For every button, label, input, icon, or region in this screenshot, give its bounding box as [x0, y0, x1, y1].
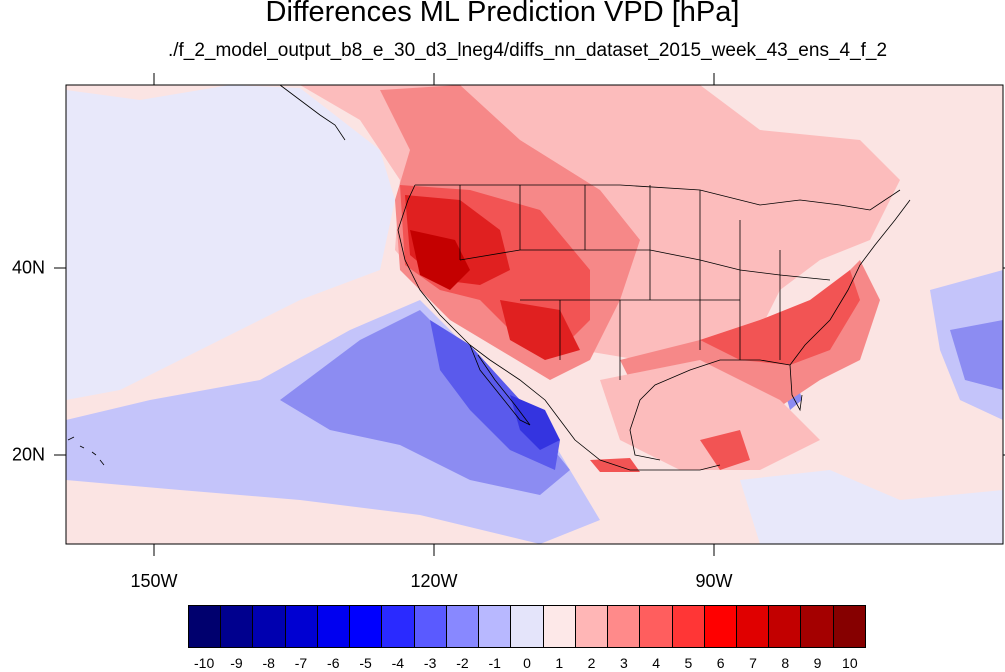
colorbar-tick-label: -6 — [327, 655, 340, 671]
california-darkest-positive — [410, 230, 470, 290]
colorbar-tick-label: 6 — [716, 655, 725, 671]
colorbar-tick-label: 2 — [587, 655, 596, 671]
colorbar-tick-label: 1 — [555, 655, 564, 671]
colorbar-cell — [479, 606, 512, 647]
colorbar-tick-label: 0 — [523, 655, 531, 671]
colorbar-tick-label: 10 — [842, 655, 858, 671]
colorbar-cell — [769, 606, 802, 647]
plot-frame — [65, 84, 1004, 545]
us-east-coast — [789, 199, 911, 412]
colorbar-cell — [382, 606, 415, 647]
colorbar-cell — [511, 606, 544, 647]
gulf-coast — [629, 359, 791, 461]
colorbar-cell — [640, 606, 673, 647]
lon-label-90w: 90W — [695, 571, 733, 591]
colorbar-tick-label: -7 — [294, 655, 308, 671]
colorbar-tick-label: -5 — [359, 655, 372, 671]
colorbar-tick-label: -3 — [423, 655, 437, 671]
east-weak-negative — [740, 470, 1003, 544]
colorbar-cell — [704, 606, 737, 647]
colorbar-cell — [350, 606, 383, 647]
lat-label-20n: 20N — [12, 444, 46, 465]
map-title: Differences ML Prediction VPD [hPa] — [265, 0, 740, 28]
colorbar-cell — [833, 606, 865, 647]
lon-label-120w: 120W — [410, 571, 458, 591]
baja-deep-negative — [510, 395, 560, 450]
colorbar-tick-label: -10 — [194, 655, 215, 671]
colorbar-cell — [221, 606, 254, 647]
hawaii-islands — [67, 436, 105, 466]
colorbar-cell — [736, 606, 770, 647]
map-subtitle: ./f_2_model_output_b8_e_30_d3_lneg4/diff… — [167, 40, 888, 61]
colorbar-cell — [317, 606, 351, 647]
colorbar-tick-label: 7 — [749, 655, 757, 671]
atlantic-mid-negative — [950, 320, 1003, 390]
colorbar-cell — [189, 606, 222, 647]
colorbar-tick-label: -4 — [391, 655, 405, 671]
colorbar-cell — [285, 606, 318, 647]
colorbar-tick-label: -1 — [488, 655, 501, 671]
lat-label-40n: 40N — [12, 257, 46, 278]
colorbar-tick-label: 3 — [619, 655, 628, 671]
colorbar-cell — [801, 606, 834, 647]
colorbar-cell — [608, 606, 641, 647]
boundaries — [67, 84, 911, 471]
colorbar-tick-label: 5 — [684, 655, 693, 671]
colorbar-tick-label: -9 — [230, 655, 243, 671]
colorbar — [188, 605, 866, 648]
baja-peninsula — [469, 344, 531, 426]
colorbar-tick-label: 9 — [813, 655, 822, 671]
pacific-weak-negative — [66, 85, 395, 400]
colorbar-cell — [575, 606, 609, 647]
map-field — [66, 85, 1003, 544]
alaska-coast — [279, 84, 346, 141]
colorbar-cell — [672, 606, 705, 647]
colorbar-cell — [253, 606, 286, 647]
colorbar-tick-label: 8 — [781, 655, 790, 671]
central-america-strong-positive — [700, 430, 750, 470]
colorbar-cell — [543, 606, 576, 647]
lon-label-150w: 150W — [130, 571, 178, 591]
colorbar-cell — [446, 606, 480, 647]
pacific-mid-negative — [280, 310, 570, 495]
axis-ticks — [54, 73, 1005, 556]
colorbar-labels: -10 -9 -8 -7 -6 -5 -4 -3 -2 -1 0 1 2 3 4 5 6 7 8 9 10 — [188, 655, 866, 672]
colorbar-tick-label: -2 — [456, 655, 469, 671]
us-west-coast — [397, 184, 721, 471]
gulf-light-positive — [600, 360, 820, 470]
colorbar-tick-label: -8 — [262, 655, 275, 671]
us-canada-border — [415, 184, 901, 211]
state-lines — [459, 185, 831, 380]
colorbar-tick-label: 4 — [652, 655, 661, 671]
colorbar-cell — [414, 606, 447, 647]
